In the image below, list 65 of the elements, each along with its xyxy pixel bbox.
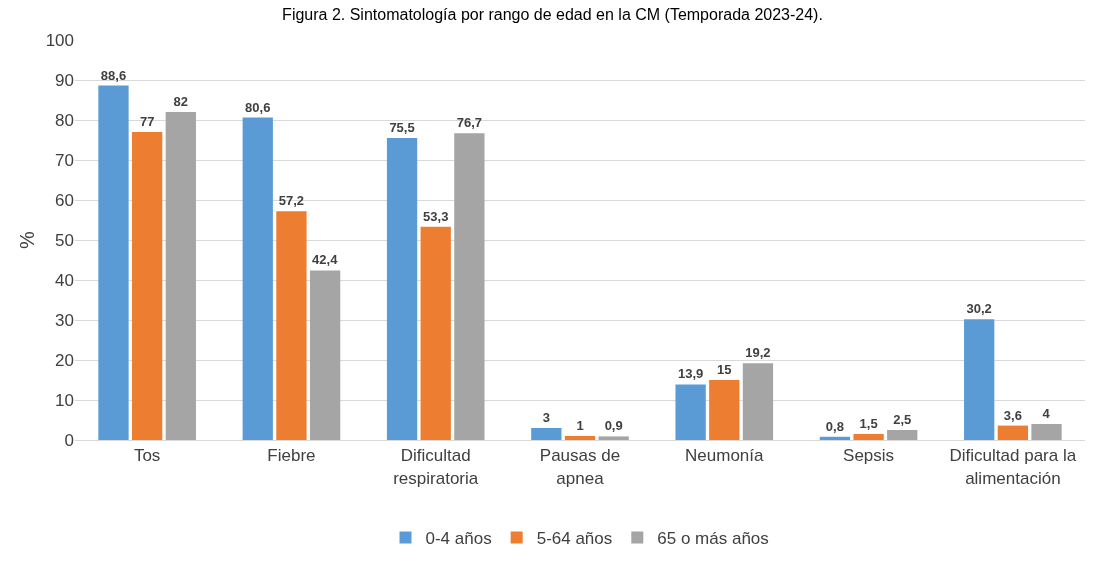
bar [98, 85, 129, 440]
data-label: 3,6 [1003, 407, 1022, 423]
x-tick-label: Dificultad respiratoria [393, 446, 479, 488]
data-label: 57,2 [278, 193, 305, 209]
y-tick-label: 100 [45, 30, 74, 50]
y-axis-title: % [16, 230, 39, 249]
data-label: 19,2 [745, 345, 771, 361]
bar [242, 117, 273, 440]
data-label: 76,7 [456, 115, 483, 131]
bar [454, 133, 485, 440]
bar [131, 132, 163, 440]
legend-label: 65 o más años [657, 529, 769, 549]
bar [276, 211, 307, 440]
chart-title: Figura 2. Sintomatología por rango de edad en la CM (Temporada 2023-24). [282, 5, 823, 23]
y-tick-label: 90 [55, 70, 74, 90]
y-tick-label: 60 [55, 190, 74, 210]
bar [742, 363, 774, 440]
x-tick-label: Neumonía [685, 446, 765, 466]
data-label: 2,5 [893, 412, 912, 427]
data-label: 13,9 [677, 366, 704, 382]
bar [564, 436, 596, 440]
data-label: 4 [1042, 406, 1051, 421]
bar [420, 226, 451, 440]
bar [887, 430, 918, 440]
bar [531, 428, 562, 440]
bar [386, 138, 418, 440]
x-tick-label: Dificultad para la alimentación [949, 446, 1077, 488]
data-label: 88,6 [100, 67, 127, 83]
x-tick-label: Sepsis [843, 446, 895, 466]
y-tick-label: 50 [55, 230, 74, 250]
y-tick-label: 20 [55, 350, 74, 370]
data-label: 53,3 [423, 208, 449, 224]
y-tick-label: 0 [64, 430, 74, 450]
y-tick-label: 40 [55, 270, 74, 290]
bar [598, 436, 629, 440]
bar [165, 112, 196, 440]
data-label: 75,5 [389, 120, 415, 135]
data-label: 1 [576, 418, 584, 433]
bar [309, 270, 341, 440]
x-tick-label: Fiebre [267, 446, 316, 466]
data-label: 1,5 [859, 416, 878, 431]
bar [709, 380, 740, 440]
data-label: 0,9 [604, 418, 623, 434]
data-label: 3 [542, 410, 550, 425]
bar [853, 434, 884, 440]
data-label: 15 [717, 362, 732, 377]
legend-label: 0-4 años [425, 529, 492, 549]
bar [1031, 424, 1062, 440]
y-tick-label: 70 [55, 150, 74, 170]
data-label: 82 [173, 94, 189, 109]
data-label: 80,6 [245, 99, 271, 115]
bar [675, 384, 706, 440]
bar [819, 436, 851, 440]
x-tick-label: Pausas de apnea [539, 446, 621, 488]
y-tick-label: 30 [55, 310, 74, 330]
x-tick-label: Tos [133, 446, 161, 466]
data-label: 42,4 [312, 252, 339, 268]
y-tick-label: 80 [55, 110, 74, 130]
bar [997, 425, 1029, 440]
legend-label: 5-64 años [536, 529, 613, 549]
data-label: 0,8 [825, 418, 844, 434]
data-label: 30,2 [966, 301, 992, 317]
data-label: 77 [139, 114, 155, 129]
bar [964, 319, 995, 440]
y-tick-label: 10 [55, 390, 74, 410]
